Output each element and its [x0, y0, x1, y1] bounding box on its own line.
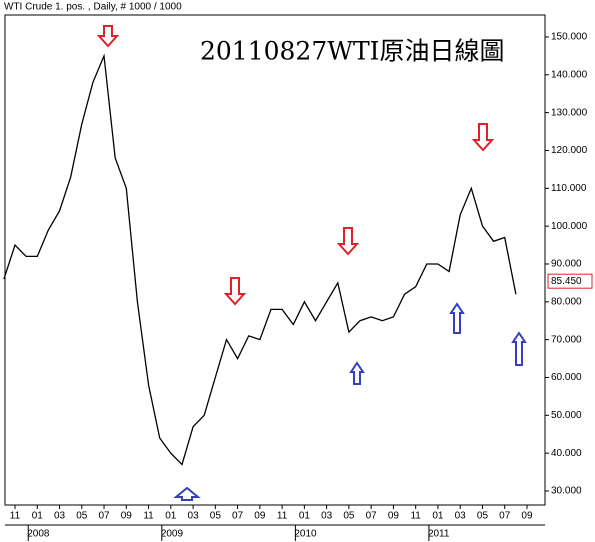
x-tick-label: 07	[98, 511, 110, 522]
y-tick-label: 100.000	[551, 221, 588, 232]
y-tick-label: 120.000	[551, 145, 588, 156]
up-arrow	[511, 331, 527, 366]
x-tick-label: 01	[299, 511, 311, 522]
x-tick-label: 03	[455, 511, 467, 522]
chart-title: 20110827WTI原油日線圖	[200, 37, 505, 66]
down-arrow	[96, 25, 120, 48]
x-tick-label: 11	[143, 511, 154, 522]
x-tick-label: 09	[521, 511, 533, 522]
year-label: 2011	[428, 529, 450, 540]
last-price-label: 85.450	[551, 276, 582, 287]
y-tick-label: 60.000	[551, 372, 582, 383]
x-tick-label: 07	[366, 511, 378, 522]
x-tick-label: 09	[388, 511, 400, 522]
year-label: 2008	[27, 529, 50, 540]
y-tick-label: 30.000	[551, 486, 582, 497]
y-tick-label: 80.000	[551, 296, 582, 307]
x-tick-label: 11	[10, 511, 21, 522]
y-tick-label: 50.000	[551, 410, 582, 421]
price-line	[3, 53, 517, 466]
y-tick-label: 70.000	[551, 334, 582, 345]
x-tick-label: 11	[277, 511, 288, 522]
x-tick-label: 03	[54, 511, 66, 522]
y-tick-label: 140.000	[551, 69, 588, 80]
annotations	[96, 25, 527, 501]
x-tick-label: 05	[210, 511, 222, 522]
year-label: 2009	[161, 529, 184, 540]
x-tick-label: 05	[477, 511, 489, 522]
x-tick-label: 05	[343, 511, 355, 522]
x-tick-label: 07	[499, 511, 511, 522]
y-tick-label: 110.000	[551, 183, 587, 194]
x-tick-label: 11	[410, 511, 421, 522]
x-tick-label: 01	[432, 511, 444, 522]
y-tick-label: 40.000	[551, 448, 582, 459]
y-tick-label: 90.000	[551, 259, 582, 270]
y-tick-label: 150.000	[551, 32, 588, 43]
down-arrow	[223, 277, 247, 306]
down-arrow	[336, 227, 360, 256]
x-tick-label: 03	[321, 511, 333, 522]
x-tick-label: 09	[254, 511, 266, 522]
plot-frame	[4, 14, 546, 506]
x-tick-label: 03	[188, 511, 200, 522]
x-tick-label: 01	[32, 511, 44, 522]
x-tick-label: 01	[165, 511, 177, 522]
x-tick-label: 05	[76, 511, 88, 522]
last-price-box	[547, 273, 593, 289]
x-tick-label: 09	[121, 511, 133, 522]
up-arrow	[449, 302, 465, 334]
up-arrow	[173, 486, 201, 501]
year-label: 2010	[294, 529, 317, 540]
down-arrow	[471, 123, 495, 152]
y-tick-label: 130.000	[551, 107, 588, 118]
x-tick-label: 07	[232, 511, 244, 522]
up-arrow	[349, 361, 365, 385]
header: WTI Crude 1. pos. , Daily, # 1000 / 1000	[4, 2, 182, 13]
